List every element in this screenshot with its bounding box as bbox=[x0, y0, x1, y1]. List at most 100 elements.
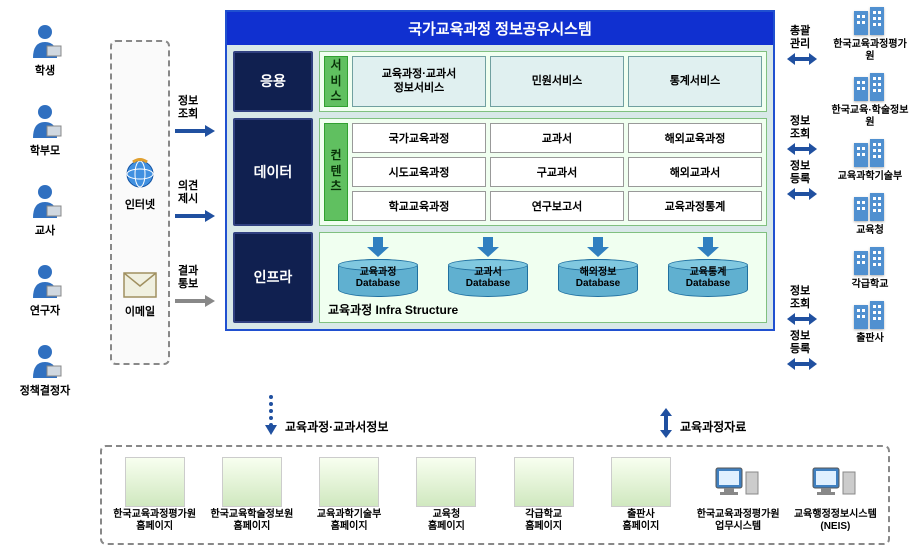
data-box-8: 교육과정통계 bbox=[628, 191, 762, 221]
bi-arrow-icon bbox=[787, 143, 817, 155]
bottom-sources-box: 한국교육과정평가원홈페이지한국교육학술정보원홈페이지교육과학기술부홈페이지교육청… bbox=[100, 445, 890, 545]
bottom-item-1: 한국교육학술정보원홈페이지 bbox=[203, 457, 300, 533]
bottom-item-label: 한국교육학술정보원홈페이지 bbox=[203, 509, 300, 533]
vtab-contents: 컨텐츠 bbox=[324, 123, 348, 221]
actor-label: 학생 bbox=[10, 62, 80, 78]
infra-caption: 교육과정 Infra Structure bbox=[328, 301, 758, 318]
flow-label-0: 정보조회 bbox=[178, 95, 198, 121]
actor-label: 교사 bbox=[10, 222, 80, 238]
db-3: 교육통계Database bbox=[668, 237, 748, 297]
webpage-thumb-icon bbox=[222, 457, 282, 507]
service-box-0: 교육과정·교과서정보서비스 bbox=[352, 56, 486, 107]
vtab-service: 서비스 bbox=[324, 56, 348, 107]
right-org-2: 교육과학기술부 bbox=[830, 137, 910, 183]
right-org-4: 각급학교 bbox=[830, 245, 910, 291]
right-flow-label-0: 총괄관리 bbox=[790, 25, 810, 51]
right-flow-label-3: 정보조회 bbox=[790, 285, 810, 311]
right-org-label: 출판사 bbox=[830, 333, 910, 345]
down-arrow-icon bbox=[583, 237, 613, 257]
channel-1: 이메일 bbox=[112, 272, 168, 319]
layer-tab-infra: 인프라 bbox=[233, 232, 313, 323]
building-icon bbox=[850, 71, 890, 103]
bi-arrow-icon bbox=[787, 53, 817, 65]
channel-0: 인터넷 bbox=[112, 157, 168, 212]
data-box-3: 시도교육과정 bbox=[352, 157, 486, 187]
channel-label: 이메일 bbox=[112, 303, 168, 319]
right-org-label: 한국교육과정평가원 bbox=[830, 39, 910, 63]
layer-tab-app: 응용 bbox=[233, 51, 313, 112]
actor-0: 학생 bbox=[10, 20, 80, 78]
data-box-7: 연구보고서 bbox=[490, 191, 624, 221]
right-org-label: 교육과학기술부 bbox=[830, 171, 910, 183]
webpage-thumb-icon bbox=[514, 457, 574, 507]
bottom-item-3: 교육청홈페이지 bbox=[398, 457, 495, 533]
pc-icon bbox=[805, 457, 865, 507]
layer-app: 응용 서비스 교육과정·교과서정보서비스 민원서비스 통계서비스 bbox=[233, 51, 767, 112]
db-0: 교육과정Database bbox=[338, 237, 418, 297]
bi-arrow-icon bbox=[787, 313, 817, 325]
right-org-3: 교육청 bbox=[830, 191, 910, 237]
database-icon: 교육통계Database bbox=[668, 259, 748, 297]
flow-label-1: 의견제시 bbox=[178, 180, 198, 206]
bottom-item-6: 한국교육과정평가원업무시스템 bbox=[690, 457, 787, 533]
down-arrow-icon bbox=[693, 237, 723, 257]
webpage-thumb-icon bbox=[125, 457, 185, 507]
right-org-label: 교육청 bbox=[830, 225, 910, 237]
globe-icon bbox=[112, 157, 168, 194]
bottom-item-2: 교육과학기술부홈페이지 bbox=[301, 457, 398, 533]
db-1: 교과서Database bbox=[448, 237, 528, 297]
arrow-right-icon: .ar2::before{background:#888888}.ar2::af… bbox=[175, 295, 215, 307]
right-flow-label-2: 정보등록 bbox=[790, 160, 810, 186]
right-flow-label-4: 정보등록 bbox=[790, 330, 810, 356]
building-icon bbox=[850, 191, 890, 223]
right-org-label: 각급학교 bbox=[830, 279, 910, 291]
bottom-item-7: 교육행정정보시스템(NEIS) bbox=[787, 457, 884, 533]
channel-box: 인터넷이메일 bbox=[110, 40, 170, 365]
person-icon bbox=[25, 20, 65, 60]
data-box-6: 학교교육과정 bbox=[352, 191, 486, 221]
bottom-item-label: 각급학교홈페이지 bbox=[495, 509, 592, 533]
bottom-item-0: 한국교육과정평가원홈페이지 bbox=[106, 457, 203, 533]
person-icon bbox=[25, 180, 65, 220]
flow-label-2: 결과통보 bbox=[178, 265, 198, 291]
bottom-item-label: 교육청홈페이지 bbox=[398, 509, 495, 533]
right-org-label: 한국교육·학술정보원 bbox=[830, 105, 910, 129]
right-org-column: 한국교육과정평가원한국교육·학술정보원교육과학기술부교육청각급학교출판사 bbox=[830, 5, 910, 353]
bottom-left-header: 교육과정·교과서정보 bbox=[285, 418, 388, 435]
layer-tab-data: 데이터 bbox=[233, 118, 313, 226]
bottom-item-label: 한국교육과정평가원홈페이지 bbox=[106, 509, 203, 533]
system-title: 국가교육과정 정보공유시스템 bbox=[227, 12, 773, 45]
service-box-2: 통계서비스 bbox=[628, 56, 762, 107]
right-org-1: 한국교육·학술정보원 bbox=[830, 71, 910, 129]
data-box-0: 국가교육과정 bbox=[352, 123, 486, 153]
data-box-1: 교과서 bbox=[490, 123, 624, 153]
data-box-2: 해외교육과정 bbox=[628, 123, 762, 153]
layer-data: 데이터 컨텐츠 국가교육과정교과서해외교육과정시도교육과정구교과서해외교과서학교… bbox=[233, 118, 767, 226]
person-icon bbox=[25, 100, 65, 140]
bottom-item-5: 출판사홈페이지 bbox=[592, 457, 689, 533]
webpage-thumb-icon bbox=[319, 457, 379, 507]
arrow-right-icon: .ar0::before{background:#2050a0}.ar0::af… bbox=[175, 125, 215, 137]
building-icon bbox=[850, 299, 890, 331]
system-panel: 국가교육과정 정보공유시스템 응용 서비스 교육과정·교과서정보서비스 민원서비… bbox=[225, 10, 775, 331]
actor-label: 정책결정자 bbox=[10, 382, 80, 398]
mail-icon bbox=[112, 272, 168, 301]
db-2: 해외정보Database bbox=[558, 237, 638, 297]
bi-arrow-v bbox=[660, 408, 672, 438]
bottom-right-header: 교육과정자료 bbox=[680, 418, 746, 435]
arrow-right-icon: .ar1::before{background:#2050a0}.ar1::af… bbox=[175, 210, 215, 222]
data-box-4: 구교과서 bbox=[490, 157, 624, 187]
bottom-item-label: 한국교육과정평가원업무시스템 bbox=[690, 509, 787, 533]
bi-arrow-icon bbox=[787, 188, 817, 200]
bottom-item-label: 교육행정정보시스템(NEIS) bbox=[787, 509, 884, 533]
actor-1: 학부모 bbox=[10, 100, 80, 158]
pc-icon bbox=[708, 457, 768, 507]
bi-arrow-icon bbox=[787, 358, 817, 370]
service-box-1: 민원서비스 bbox=[490, 56, 624, 107]
channel-label: 인터넷 bbox=[112, 196, 168, 212]
database-icon: 교과서Database bbox=[448, 259, 528, 297]
webpage-thumb-icon bbox=[416, 457, 476, 507]
actor-2: 교사 bbox=[10, 180, 80, 238]
building-icon bbox=[850, 137, 890, 169]
database-icon: 교육과정Database bbox=[338, 259, 418, 297]
